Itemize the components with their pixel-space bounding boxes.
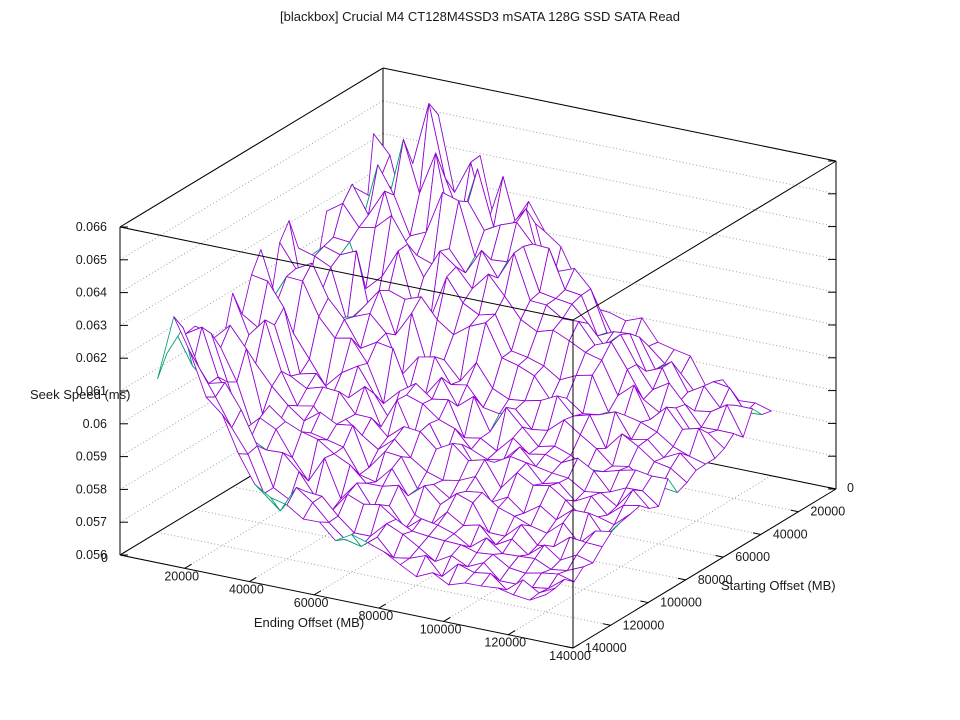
svg-text:120000: 120000 (623, 618, 665, 632)
chart-title: [blackbox] Crucial M4 CT128M4SSD3 mSATA … (279, 9, 681, 24)
svg-text:0.056: 0.056 (76, 548, 107, 562)
svg-text:140000: 140000 (585, 641, 627, 655)
svg-text:0.061: 0.061 (76, 384, 107, 398)
svg-text:40000: 40000 (229, 583, 264, 597)
svg-text:20000: 20000 (810, 505, 845, 519)
svg-text:0: 0 (101, 551, 108, 565)
svg-text:60000: 60000 (294, 596, 329, 610)
svg-text:120000: 120000 (484, 636, 526, 650)
svg-text:20000: 20000 (164, 569, 199, 583)
x-axis-label: Ending Offset (MB) (253, 615, 365, 630)
svg-text:40000: 40000 (773, 527, 808, 541)
svg-text:60000: 60000 (735, 550, 770, 564)
svg-text:80000: 80000 (698, 573, 733, 587)
z-axis-label: Seek Speed (ms) (30, 387, 131, 402)
svg-text:140000: 140000 (549, 649, 591, 663)
svg-text:0.059: 0.059 (76, 450, 107, 464)
svg-text:0.066: 0.066 (76, 220, 107, 234)
svg-text:0: 0 (847, 481, 854, 495)
svg-text:0.065: 0.065 (76, 253, 107, 267)
svg-text:0.06: 0.06 (83, 417, 107, 431)
svg-text:0.057: 0.057 (76, 515, 107, 529)
svg-text:100000: 100000 (660, 596, 702, 610)
svg-text:0.058: 0.058 (76, 482, 107, 496)
svg-text:100000: 100000 (420, 622, 462, 636)
svg-text:80000: 80000 (358, 609, 393, 623)
svg-text:0.062: 0.062 (76, 351, 107, 365)
svg-text:0.064: 0.064 (76, 286, 107, 300)
svg-text:0.063: 0.063 (76, 318, 107, 332)
y-axis-label: Starting Offset (MB) (721, 578, 836, 593)
